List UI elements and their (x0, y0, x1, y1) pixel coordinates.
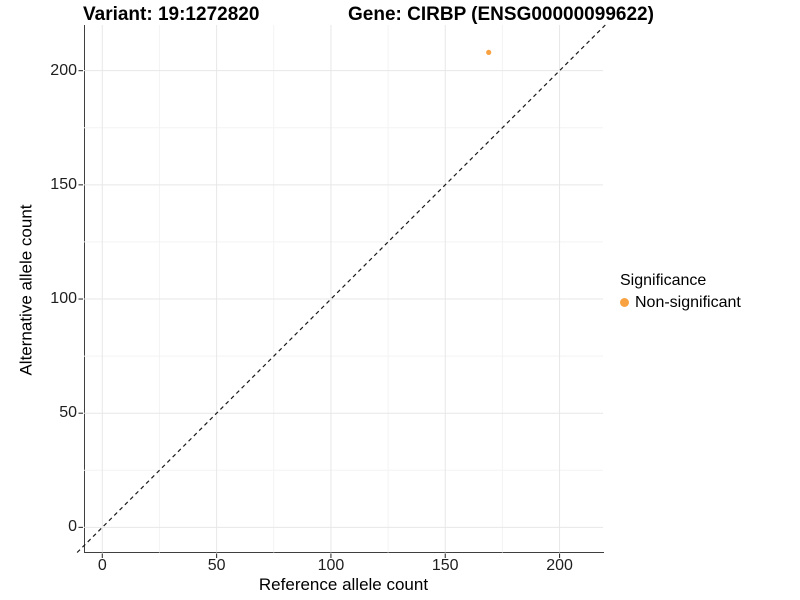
x-tick-label-150: 150 (431, 557, 459, 574)
legend-item: Non-significant (620, 293, 795, 312)
identity-line (76, 24, 606, 553)
y-tick-label-50: 50 (59, 404, 77, 422)
legend: Significance Non-significant (620, 271, 795, 312)
y-tick-label-150: 150 (50, 175, 77, 193)
y-axis-title: Alternative allele count (16, 204, 36, 376)
y-tick-label-100: 100 (50, 290, 77, 308)
legend-title: Significance (620, 272, 707, 289)
legend-items: Non-significant (620, 293, 795, 312)
x-tick-label-50: 50 (207, 557, 226, 574)
x-tick-label-200: 200 (546, 557, 573, 574)
y-tick-label-200: 200 (50, 61, 77, 79)
plot-title-variant: Variant: 19:1272820 (83, 4, 260, 25)
x-tick-label-100: 100 (317, 557, 345, 574)
plot-title-gene: Gene: CIRBP (ENSG00000099622) (348, 4, 654, 25)
x-tick-label-0: 0 (97, 557, 107, 574)
axis-tick-marks (78, 70, 561, 558)
legend-item-label: Non-significant (635, 294, 741, 311)
major-gridlines (84, 25, 603, 553)
scatter-point (486, 49, 492, 56)
data-points (486, 49, 492, 56)
x-axis-title: Reference allele count (258, 575, 429, 594)
minor-gridlines (84, 25, 603, 553)
plot-panel (84, 25, 604, 553)
legend-key-dot-icon (620, 298, 629, 307)
y-tick-label-0: 0 (68, 518, 77, 536)
identity-dashed-line (76, 24, 606, 553)
